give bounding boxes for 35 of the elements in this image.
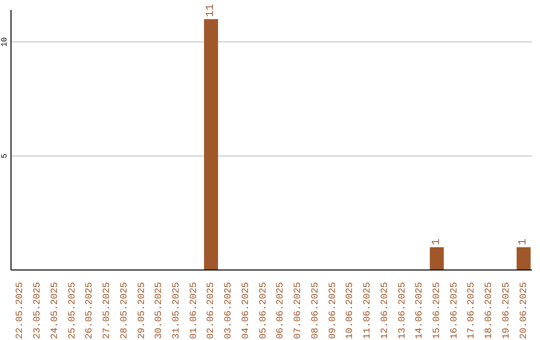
x-tick-label: 08.06.2025 xyxy=(309,282,320,340)
data-label: 11 xyxy=(205,4,218,18)
x-tick-label: 01.06.2025 xyxy=(188,282,199,340)
data-label: 1 xyxy=(518,238,530,246)
x-tick-label: 26.05.2025 xyxy=(84,282,95,340)
data-label: 1 xyxy=(430,238,443,246)
x-tick-label: 13.06.2025 xyxy=(396,282,408,340)
x-tick-label: 27.05.2025 xyxy=(101,282,112,340)
x-tick-label: 22.05.2025 xyxy=(14,282,26,340)
x-tick-label: 28.05.2025 xyxy=(118,282,130,340)
x-tick-label: 24.05.2025 xyxy=(48,282,60,340)
x-tick-label: 09.06.2025 xyxy=(326,282,338,340)
x-tick-label: 31.05.2025 xyxy=(170,282,182,340)
x-tick-label: 29.05.2025 xyxy=(136,282,147,340)
x-tick-label: 17.06.2025 xyxy=(466,282,477,340)
x-tick-label: 19.06.2025 xyxy=(500,282,512,340)
y-tick-label: 5 xyxy=(0,153,10,158)
x-tick-label: 07.06.2025 xyxy=(292,282,304,340)
x-tick-label: 11.06.2025 xyxy=(362,282,373,340)
x-tick-label: 14.06.2025 xyxy=(414,282,425,340)
x-tick-label: 06.06.2025 xyxy=(274,282,286,340)
x-tick-label: 30.05.2025 xyxy=(153,282,164,340)
x-tick-label: 03.06.2025 xyxy=(222,282,234,340)
x-tick-label: 15.06.2025 xyxy=(430,282,442,340)
x-tick-label: 04.06.2025 xyxy=(240,282,251,340)
x-tick-label: 16.06.2025 xyxy=(448,282,460,340)
x-tick-label: 05.06.2025 xyxy=(257,282,268,340)
x-tick-label: 18.06.2025 xyxy=(483,282,494,340)
x-tick-label: 25.05.2025 xyxy=(66,282,78,340)
x-tick-label: 23.05.2025 xyxy=(32,282,43,340)
y-tick-label: 10 xyxy=(0,36,10,47)
x-tick-label: 10.06.2025 xyxy=(344,282,356,340)
x-tick-label: 02.06.2025 xyxy=(205,282,216,340)
x-tick-label: 12.06.2025 xyxy=(378,282,390,340)
x-tick-label: 20.06.2025 xyxy=(518,282,529,340)
